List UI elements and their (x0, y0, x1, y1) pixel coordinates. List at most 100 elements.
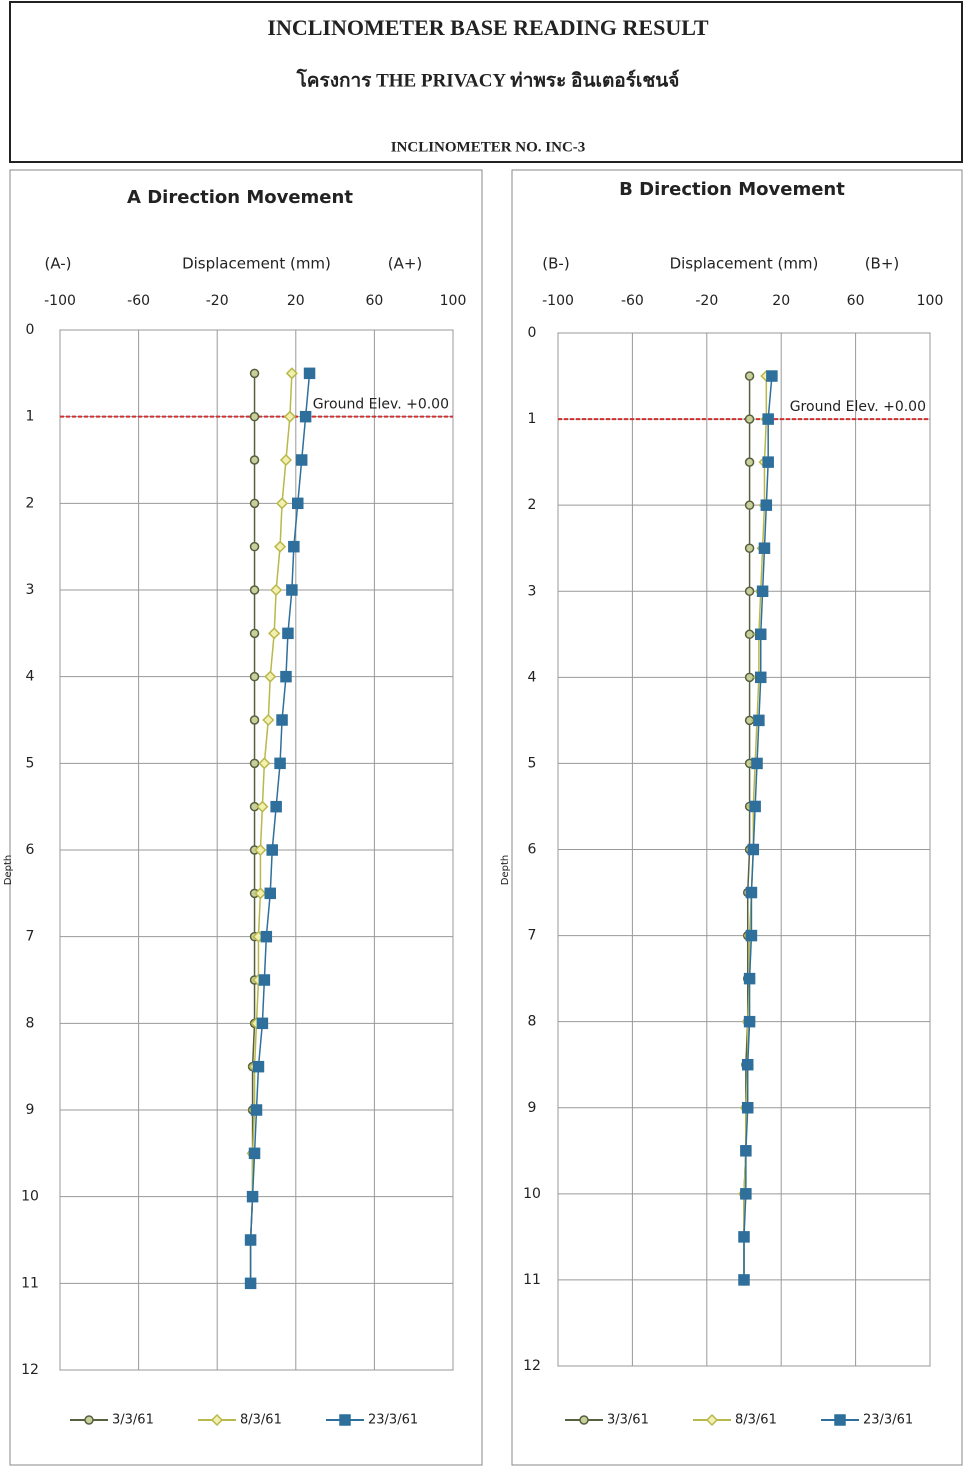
y-tick-label: 10 (523, 1186, 541, 1202)
header-inclinometer: INCLINOMETER NO. INC-3 (391, 139, 586, 155)
marker (738, 1231, 750, 1243)
y-tick-label: 2 (26, 495, 35, 511)
x-label-left: (A-) (44, 255, 71, 273)
marker (744, 371, 755, 381)
marker (246, 1190, 259, 1203)
marker (270, 583, 283, 597)
marker (744, 543, 755, 553)
marker (264, 670, 277, 683)
marker (268, 627, 281, 640)
marker (756, 585, 769, 597)
marker (256, 800, 269, 813)
marker (740, 1145, 752, 1157)
y-tick-label: 11 (21, 1275, 39, 1291)
legend-label: 8/3/61 (735, 1413, 777, 1428)
marker (741, 1102, 754, 1114)
marker (766, 370, 778, 382)
series-line (249, 373, 311, 1284)
marker (275, 497, 289, 510)
header-box (9, 1, 963, 163)
marker (751, 757, 763, 770)
marker (754, 628, 767, 641)
marker (741, 1058, 754, 1071)
legend-marker (339, 1414, 351, 1426)
marker (252, 1060, 265, 1073)
marker (760, 499, 773, 511)
marker (738, 1274, 750, 1286)
series-line (743, 375, 773, 1280)
y-tick-label: 8 (26, 1015, 35, 1031)
marker (282, 627, 294, 640)
marker (745, 929, 758, 942)
marker (744, 500, 755, 510)
marker (747, 843, 760, 856)
y-tick-label: 0 (26, 322, 35, 338)
y-tick-label: 0 (528, 325, 537, 341)
x-tick-label: 100 (440, 293, 467, 309)
legend-marker (210, 1413, 224, 1427)
x-tick-label: -100 (542, 293, 574, 309)
marker (749, 800, 761, 813)
marker (258, 757, 271, 770)
marker (249, 585, 260, 595)
chart-title: A Direction Movement (127, 187, 353, 208)
marker (256, 1017, 269, 1030)
marker (292, 497, 304, 510)
y-tick-label: 9 (26, 1102, 35, 1118)
x-tick-label: -60 (621, 293, 644, 309)
series-line (743, 376, 768, 1280)
marker (286, 584, 298, 596)
y-tick-label: 8 (528, 1014, 537, 1030)
y-tick-label: 4 (26, 669, 35, 685)
marker (744, 414, 755, 424)
series-line (249, 373, 293, 1284)
x-tick-label: -60 (127, 293, 150, 309)
marker (303, 367, 316, 380)
x-tick-label: 60 (365, 293, 383, 309)
marker (288, 540, 300, 553)
marker (264, 887, 277, 900)
marker (244, 1277, 257, 1290)
y-tick-label: 1 (528, 411, 537, 427)
x-tick-label: -20 (695, 293, 718, 309)
marker (249, 411, 260, 422)
y-tick-label: 9 (528, 1100, 537, 1116)
x-tick-label: 100 (917, 293, 944, 309)
marker (762, 413, 774, 425)
marker (258, 974, 271, 986)
marker (254, 843, 267, 857)
marker (279, 453, 293, 467)
marker (249, 498, 260, 509)
y-tick-label: 11 (523, 1272, 541, 1288)
y-tick-label: 12 (523, 1358, 541, 1374)
marker (758, 542, 771, 554)
y-tick-label: 4 (528, 669, 537, 685)
y-tick-label: 1 (26, 409, 35, 425)
legend-marker (84, 1415, 94, 1425)
y-label: Depth (3, 855, 14, 885)
marker (744, 586, 755, 596)
marker (270, 800, 282, 813)
ground-label: Ground Elev. +0.00 (313, 397, 449, 413)
marker (743, 972, 756, 985)
legend-marker (579, 1415, 589, 1425)
marker (249, 368, 260, 379)
y-tick-label: 6 (528, 842, 537, 858)
legend-marker (705, 1413, 719, 1427)
marker (283, 410, 296, 423)
legend-label: 23/3/61 (368, 1413, 418, 1428)
y-tick-label: 2 (528, 497, 537, 513)
x-label-right: (B+) (865, 255, 900, 273)
panel (511, 169, 963, 1466)
marker (744, 457, 755, 467)
marker (753, 714, 765, 727)
marker (248, 1147, 261, 1160)
header-title: INCLINOMETER BASE READING RESULT (267, 15, 708, 40)
marker (744, 629, 755, 640)
marker (249, 715, 260, 725)
x-tick-label: 60 (847, 293, 865, 309)
marker (249, 758, 260, 769)
marker (249, 541, 260, 552)
y-tick-label: 10 (21, 1189, 39, 1205)
